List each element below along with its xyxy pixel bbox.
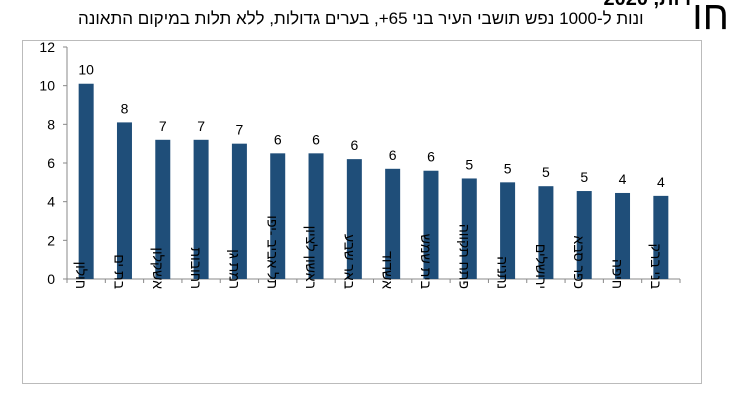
data-label: 5 (542, 164, 550, 180)
x-tick-label: רמת גן (226, 249, 242, 289)
x-tick-label: בית שמש (418, 234, 434, 289)
x-tick-label: כפר סבא (571, 236, 587, 289)
y-tick-label: 0 (47, 271, 55, 287)
x-tick-label: ראשון לציון (303, 226, 319, 289)
data-label: 4 (657, 174, 665, 190)
data-label: 6 (350, 137, 358, 153)
y-tick-label: 2 (47, 232, 55, 248)
data-label: 5 (504, 160, 512, 176)
bar (653, 195, 669, 279)
x-tick-label: בת ים (111, 254, 127, 289)
y-tick-label: 10 (39, 78, 55, 94)
bar (308, 153, 324, 279)
bar (78, 83, 94, 279)
data-label: 6 (312, 131, 320, 147)
bar (346, 159, 362, 279)
data-label: 5 (465, 156, 473, 172)
bar (538, 186, 554, 279)
x-tick-label: אשקלון (150, 247, 166, 289)
bar (500, 182, 516, 279)
data-label: 4 (619, 171, 627, 187)
data-label: 6 (389, 147, 397, 163)
bar (116, 122, 132, 280)
bar (385, 168, 401, 279)
x-tick-label: חולון (73, 261, 89, 289)
title-top-line: רות, 2020 (603, 0, 691, 11)
x-tick-label: בני ברק (648, 244, 664, 289)
bar (155, 139, 171, 279)
data-label: 7 (236, 122, 244, 138)
data-label: 6 (427, 149, 435, 165)
data-label: 7 (159, 118, 167, 134)
x-tick-label: אשדוד (380, 251, 396, 289)
bar (193, 139, 209, 279)
bar (423, 170, 439, 279)
x-tick-label: באר שבע (341, 234, 357, 289)
bar (270, 153, 286, 279)
y-tick-label: 4 (47, 194, 55, 210)
data-label: 10 (78, 62, 94, 78)
data-label: 8 (121, 100, 129, 116)
y-tick-label: 12 (39, 39, 55, 55)
x-tick-label: נתניה (495, 256, 511, 289)
data-label: 5 (580, 169, 588, 185)
y-tick-label: 6 (47, 155, 55, 171)
data-label: 6 (274, 131, 282, 147)
bar (231, 143, 247, 279)
x-tick-label: פתח תקווה (456, 224, 472, 289)
y-tick-label: 8 (47, 116, 55, 132)
x-tick-label: ירושלים (533, 244, 549, 289)
bar (615, 192, 631, 279)
x-tick-label: תל אביב -יפו (265, 215, 281, 289)
chart-title: ונות ל-1000 נפש תושבי העיר בני 65+, בערי… (78, 9, 644, 28)
title-large-letter: חו (692, 0, 729, 38)
bar (576, 191, 592, 279)
data-label: 7 (197, 118, 205, 134)
chart-frame (22, 40, 702, 384)
bar (461, 178, 477, 279)
x-tick-label: רחובות (188, 247, 204, 289)
x-tick-label: חיפה (610, 259, 626, 289)
